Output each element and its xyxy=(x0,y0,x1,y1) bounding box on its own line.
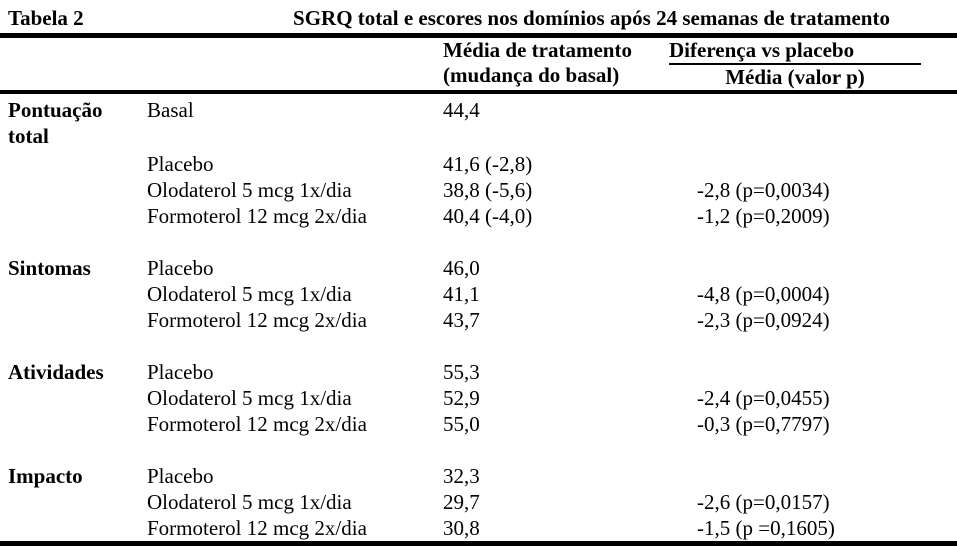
table-row: Olodaterol 5 mcg 1x/dia 29,7 -2,6 (p=0,0… xyxy=(147,489,957,515)
table-title: SGRQ total e escores nos domínios após 2… xyxy=(293,6,890,30)
treatment-cell: Formoterol 12 mcg 2x/dia xyxy=(147,204,367,228)
section-atividades: Atividades Placebo 55,3 Olodaterol 5 mcg… xyxy=(8,359,957,437)
treatment-cell: Formoterol 12 mcg 2x/dia xyxy=(147,516,367,540)
section-label: Impacto xyxy=(8,464,83,488)
bottom-rule xyxy=(0,541,957,546)
section-impacto: Impacto Placebo 32,3 Olodaterol 5 mcg 1x… xyxy=(8,463,957,541)
difference-cell xyxy=(697,151,957,177)
column-header-difference: Diferença vs placebo Média (valor p) xyxy=(669,38,921,90)
section-pontuacao-total: Pontuação total Basal 44,4 Placebo 41,6 … xyxy=(8,97,957,229)
difference-cell: -1,2 (p=0,2009) xyxy=(697,204,830,228)
difference-cell: -2,3 (p=0,0924) xyxy=(697,308,830,332)
table-row: Formoterol 12 mcg 2x/dia 43,7 -2,3 (p=0,… xyxy=(147,307,957,333)
treatment-cell: Olodaterol 5 mcg 1x/dia xyxy=(147,490,352,514)
mean-cell: 55,3 xyxy=(443,360,480,384)
mean-cell: 29,7 xyxy=(443,490,480,514)
mean-cell: 30,8 xyxy=(443,516,480,540)
table-row: Placebo 46,0 xyxy=(147,255,957,281)
treatment-cell: Placebo xyxy=(147,152,214,176)
mean-cell: 43,7 xyxy=(443,308,480,332)
table-row: Formoterol 12 mcg 2x/dia 40,4 (-4,0) -1,… xyxy=(147,203,957,229)
mean-cell: 55,0 xyxy=(443,412,480,436)
difference-cell: -2,4 (p=0,0455) xyxy=(697,386,830,410)
difference-cell xyxy=(697,463,957,489)
difference-cell: -1,5 (p =0,1605) xyxy=(697,516,835,540)
table-row: Olodaterol 5 mcg 1x/dia 38,8 (-5,6) -2,8… xyxy=(147,177,957,203)
table-row: Placebo 32,3 xyxy=(147,463,957,489)
table-number-label: Tabela 2 xyxy=(8,6,84,30)
table-row: Olodaterol 5 mcg 1x/dia 41,1 -4,8 (p=0,0… xyxy=(147,281,957,307)
treatment-mean-header-line2: (mudança do basal) xyxy=(443,63,620,87)
section-sintomas: Sintomas Placebo 46,0 Olodaterol 5 mcg 1… xyxy=(8,255,957,333)
top-rule xyxy=(0,33,957,38)
table-row: Placebo 55,3 xyxy=(147,359,957,385)
mean-cell: 44,4 xyxy=(443,98,480,122)
mean-cell: 38,8 (-5,6) xyxy=(443,178,533,202)
treatment-cell: Olodaterol 5 mcg 1x/dia xyxy=(147,178,352,202)
treatment-cell: Placebo xyxy=(147,360,214,384)
difference-header-line1: Diferença vs placebo xyxy=(669,38,921,65)
mean-cell: 32,3 xyxy=(443,464,480,488)
header-rule xyxy=(0,90,957,94)
table-row: Basal 44,4 xyxy=(147,97,957,123)
section-label: Atividades xyxy=(8,360,104,384)
mean-cell: 40,4 (-4,0) xyxy=(443,204,533,228)
mean-cell: 41,6 (-2,8) xyxy=(443,152,533,176)
section-label: Sintomas xyxy=(8,256,91,280)
treatment-cell: Formoterol 12 mcg 2x/dia xyxy=(147,308,367,332)
table-body: Pontuação total Basal 44,4 Placebo 41,6 … xyxy=(0,94,957,541)
difference-cell xyxy=(697,97,957,123)
difference-header-line2: Média (valor p) xyxy=(725,65,865,89)
treatment-cell: Placebo xyxy=(147,256,214,280)
treatment-cell: Basal xyxy=(147,98,194,122)
treatment-cell: Olodaterol 5 mcg 1x/dia xyxy=(147,386,352,410)
table-row: Formoterol 12 mcg 2x/dia 55,0 -0,3 (p=0,… xyxy=(147,411,957,437)
treatment-mean-header-line1: Média de tratamento xyxy=(443,38,632,62)
treatment-cell: Olodaterol 5 mcg 1x/dia xyxy=(147,282,352,306)
difference-cell: -2,6 (p=0,0157) xyxy=(697,490,830,514)
difference-cell xyxy=(697,255,957,281)
table-caption-row: Tabela 2 SGRQ total e escores nos domíni… xyxy=(0,6,957,33)
treatment-cell: Placebo xyxy=(147,464,214,488)
mean-cell: 41,1 xyxy=(443,282,480,306)
table-row: Formoterol 12 mcg 2x/dia 30,8 -1,5 (p =0… xyxy=(147,515,957,541)
difference-cell: -0,3 (p=0,7797) xyxy=(697,412,830,436)
mean-cell: 46,0 xyxy=(443,256,480,280)
difference-cell: -2,8 (p=0,0034) xyxy=(697,178,830,202)
column-header-treatment-mean: Média de tratamento (mudança do basal) xyxy=(443,38,697,88)
table-row: Placebo 41,6 (-2,8) xyxy=(147,151,957,177)
difference-cell: -4,8 (p=0,0004) xyxy=(697,282,830,306)
section-label: Pontuação total xyxy=(8,98,103,148)
mean-cell: 52,9 xyxy=(443,386,480,410)
treatment-cell: Formoterol 12 mcg 2x/dia xyxy=(147,412,367,436)
table-header: Média de tratamento (mudança do basal) D… xyxy=(0,38,957,90)
table-row: Olodaterol 5 mcg 1x/dia 52,9 -2,4 (p=0,0… xyxy=(147,385,957,411)
difference-cell xyxy=(697,359,957,385)
